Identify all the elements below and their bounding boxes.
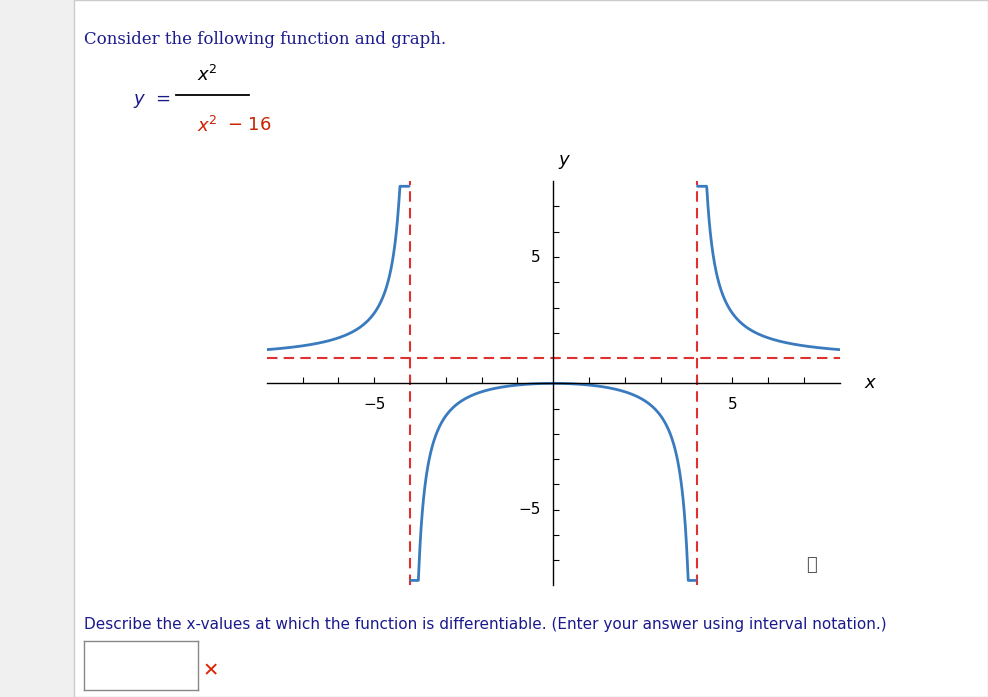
Text: $y$  =: $y$ = <box>133 92 171 110</box>
Text: 5: 5 <box>727 397 737 412</box>
Text: ✕: ✕ <box>203 661 219 680</box>
Text: $x^{2}$: $x^{2}$ <box>198 65 217 84</box>
Text: −5: −5 <box>363 397 385 412</box>
Text: x: x <box>864 374 875 392</box>
Text: −5: −5 <box>519 502 540 517</box>
Text: ⓘ: ⓘ <box>806 556 816 574</box>
Text: $-\ 16$: $-\ 16$ <box>227 116 272 135</box>
Text: y: y <box>558 151 569 169</box>
Text: Describe the x-values at which the function is differentiable. (Enter your answe: Describe the x-values at which the funct… <box>84 617 886 632</box>
Text: $x^{2}$: $x^{2}$ <box>198 116 217 135</box>
Text: Consider the following function and graph.: Consider the following function and grap… <box>84 31 447 48</box>
Text: 5: 5 <box>532 250 540 265</box>
